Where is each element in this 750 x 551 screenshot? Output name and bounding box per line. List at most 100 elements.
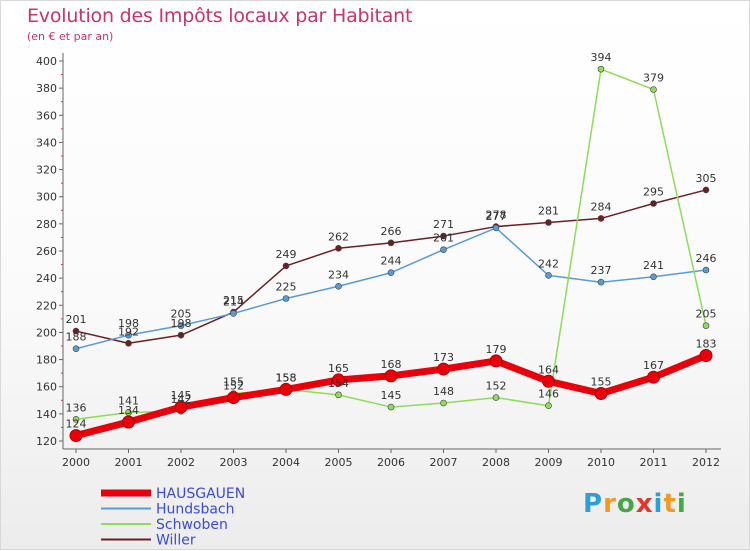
data-point [440,246,447,253]
data-label: 237 [591,264,612,277]
data-label: 278 [486,209,507,222]
data-point [699,349,713,362]
y-tick-label: 140 [36,408,57,421]
data-label: 277 [486,210,507,223]
data-label: 152 [486,380,507,393]
data-point [384,369,398,383]
data-point [440,399,447,407]
data-label: 225 [276,281,297,294]
data-point [702,266,710,274]
data-label: 173 [433,351,454,364]
data-point [174,400,188,414]
data-label: 146 [538,388,559,401]
data-label: 215 [223,294,244,307]
y-tick-label: 300 [36,191,57,204]
y-tick-label: 360 [36,109,57,122]
data-label: 234 [328,268,349,281]
data-point [332,373,345,387]
x-tick-label: 2003 [220,456,248,469]
data-point [702,186,710,194]
legend-label: HAUSGAUEN [156,486,245,502]
data-label: 165 [328,362,349,375]
data-label: 305 [696,172,717,185]
data-label: 124 [66,418,87,431]
x-tick-label: 2005 [325,456,353,469]
data-label: 167 [643,359,664,372]
data-label: 179 [486,343,507,356]
data-label: 214 [223,295,244,308]
data-label: 266 [381,225,402,238]
proxiti-logo: Proxiti [583,489,687,519]
y-tick-label: 200 [36,326,57,339]
data-point [650,86,657,93]
data-point [597,65,605,73]
data-label: 136 [66,401,87,414]
data-label: 201 [66,313,87,326]
data-point [440,232,447,240]
data-label: 192 [118,325,139,338]
data-label: 155 [223,376,244,389]
data-label: 246 [696,252,717,265]
chart-subtitle: (en € et par an) [27,30,114,43]
y-tick-label: 240 [36,272,57,285]
y-tick-label: 260 [36,245,57,258]
data-label: 284 [591,200,612,213]
data-point [122,415,135,429]
data-point [125,331,132,339]
data-label: 261 [433,232,454,245]
y-tick-label: 380 [36,82,57,95]
data-point [437,362,450,376]
data-point [489,354,503,368]
data-label: 188 [66,331,87,344]
data-point [125,339,132,347]
data-point [227,391,240,405]
data-label: 198 [118,317,139,330]
chart-title: Evolution des Impôts locaux par Habitant [27,5,413,27]
data-point [279,382,293,396]
data-point [72,415,80,423]
x-tick-label: 2008 [482,456,510,469]
legend-label: Hundsbach [156,502,235,518]
y-tick-label: 400 [36,55,57,68]
data-point [597,215,605,222]
data-label: 168 [381,358,402,371]
data-label: 141 [118,395,139,408]
data-point [492,224,500,232]
y-tick-label: 280 [36,218,57,231]
data-label: 394 [591,51,612,64]
data-point [702,322,710,329]
data-point [230,310,237,317]
y-tick-label: 340 [36,136,57,149]
y-tick-label: 120 [36,435,57,448]
x-tick-label: 2001 [115,456,143,469]
y-tick-label: 160 [36,381,57,394]
data-point [282,295,290,302]
y-tick-label: 320 [36,164,57,177]
data-label: 145 [171,389,192,402]
legend-label: Schwoben [156,517,228,533]
data-label: 295 [643,186,664,199]
data-point [387,269,395,277]
legend-label: Willer [156,533,196,549]
data-label: 198 [171,317,192,330]
x-tick-label: 2012 [692,456,720,469]
x-tick-label: 2010 [587,456,615,469]
data-label: 142 [171,393,192,406]
data-point [335,244,342,252]
data-point [177,331,185,339]
data-label: 134 [118,404,139,417]
data-label: 148 [433,385,454,398]
data-point [542,374,555,388]
data-label: 164 [538,363,559,376]
data-label: 154 [328,377,349,390]
data-point [72,327,80,335]
data-point [72,345,80,353]
data-point [335,391,342,399]
data-label: 205 [696,308,717,321]
x-tick-label: 2004 [272,456,300,469]
data-label: 249 [276,248,297,261]
x-tick-label: 2000 [62,456,90,469]
data-point [387,403,395,411]
